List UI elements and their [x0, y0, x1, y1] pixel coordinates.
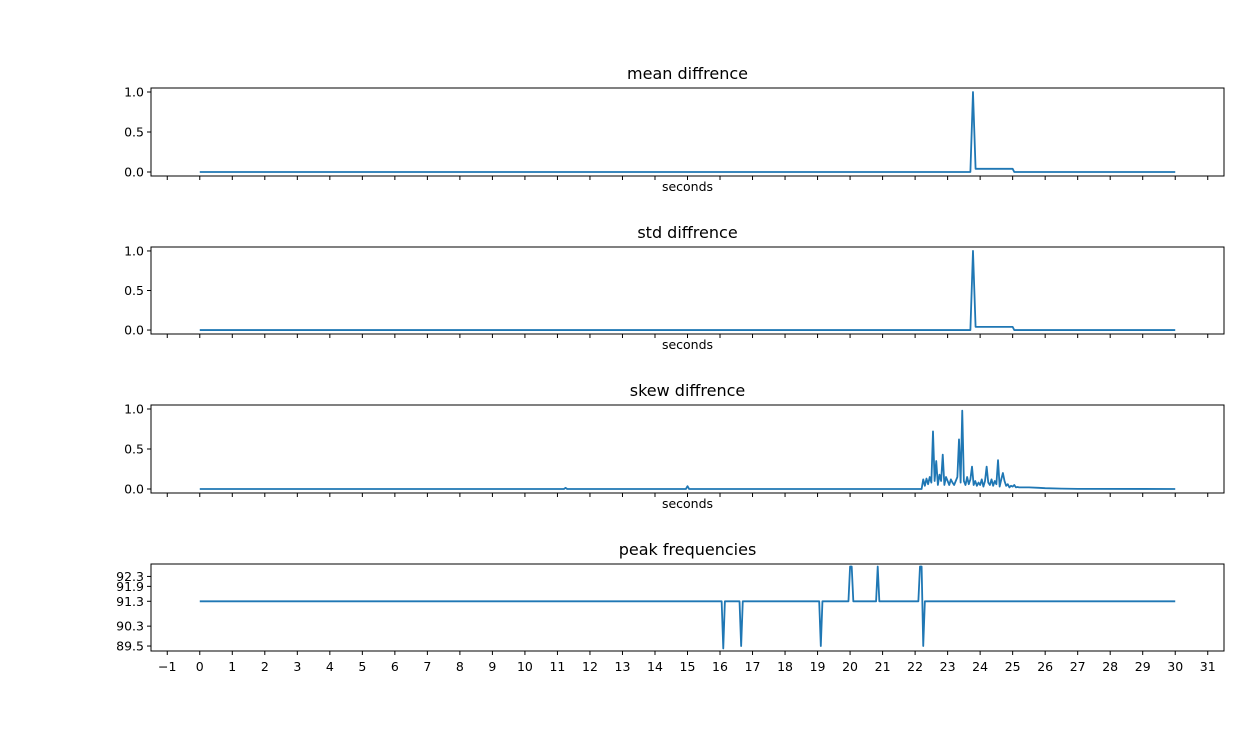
- x-tick-label: 22: [907, 659, 923, 674]
- x-tick-label: 3: [293, 659, 301, 674]
- y-tick-label: 0.0: [124, 482, 144, 497]
- y-tick-label: 0.0: [124, 323, 144, 338]
- x-axis-label: seconds: [662, 496, 713, 511]
- x-axis-label: seconds: [662, 337, 713, 352]
- x-tick-label: 31: [1200, 659, 1216, 674]
- subplot-1: mean diffrence 0.0 0.5 1.0 seconds: [124, 64, 1225, 194]
- x-tick-label: 30: [1167, 659, 1183, 674]
- subplot-title: std diffrence: [637, 223, 737, 242]
- y-tick-label: 92.3: [116, 569, 144, 584]
- x-tick-label: 26: [1037, 659, 1053, 674]
- subplot-title: skew diffrence: [630, 381, 746, 400]
- x-tick-label: 13: [615, 659, 631, 674]
- x-tick-label: 29: [1135, 659, 1151, 674]
- y-tick-label: 91.3: [116, 594, 144, 609]
- y-tick-label: 89.5: [116, 639, 144, 654]
- x-tick-label: 21: [875, 659, 891, 674]
- x-tick-label: 17: [745, 659, 761, 674]
- x-tick-label: 24: [972, 659, 988, 674]
- series-line-1: [199, 250, 1176, 331]
- x-tick-label: 20: [842, 659, 858, 674]
- y-tick-label: 90.3: [116, 619, 144, 634]
- x-tick-label: 12: [582, 659, 598, 674]
- x-tick-label: 16: [712, 659, 728, 674]
- subplot-title: mean diffrence: [627, 64, 748, 83]
- x-tick-label: 11: [549, 659, 565, 674]
- x-tick-label: 25: [1005, 659, 1021, 674]
- series-line-1: [199, 409, 1176, 490]
- y-tick-label: 0.5: [124, 125, 144, 140]
- x-tick-label: 10: [517, 659, 533, 674]
- x-axis-label: seconds: [662, 179, 713, 194]
- y-tick-label: 0.5: [124, 283, 144, 298]
- x-tick-label: 4: [326, 659, 334, 674]
- y-tick-label: 91.9: [116, 579, 144, 594]
- x-tick-label: 18: [777, 659, 793, 674]
- x-tick-label: −1: [158, 659, 176, 674]
- x-tick-label: 5: [358, 659, 366, 674]
- x-tick-label: 27: [1070, 659, 1086, 674]
- y-tick-label: 0.0: [124, 165, 144, 180]
- x-tick-label: 19: [810, 659, 826, 674]
- x-tick-label: 7: [423, 659, 431, 674]
- subplot-2: std diffrence 0.0 0.5 1.0 seconds: [124, 223, 1225, 352]
- y-tick-label: 0.5: [124, 442, 144, 457]
- x-tick-label: 23: [940, 659, 956, 674]
- x-tick-label: 9: [488, 659, 496, 674]
- x-tick-label: 28: [1102, 659, 1118, 674]
- x-tick-label: 8: [456, 659, 464, 674]
- x-tick-label: 1: [228, 659, 236, 674]
- subplot-3: skew diffrence 0.0 0.5 1.0 seconds: [124, 381, 1225, 511]
- x-tick-label: 2: [261, 659, 269, 674]
- subplot-title: peak frequencies: [619, 540, 757, 559]
- y-tick-label: 1.0: [124, 402, 144, 417]
- series-line-1: [199, 91, 1176, 173]
- x-tick-label: 14: [647, 659, 663, 674]
- x-tick-label: 0: [196, 659, 204, 674]
- x-tick-label: 15: [680, 659, 696, 674]
- subplot-4: peak frequencies 89.5 90.3 91.391.992.3 −1 0 1…: [116, 540, 1225, 674]
- x-tick-label: 6: [391, 659, 399, 674]
- series-line-1: [199, 565, 1176, 650]
- y-tick-label: 1.0: [124, 85, 144, 100]
- y-tick-label: 1.0: [124, 243, 144, 258]
